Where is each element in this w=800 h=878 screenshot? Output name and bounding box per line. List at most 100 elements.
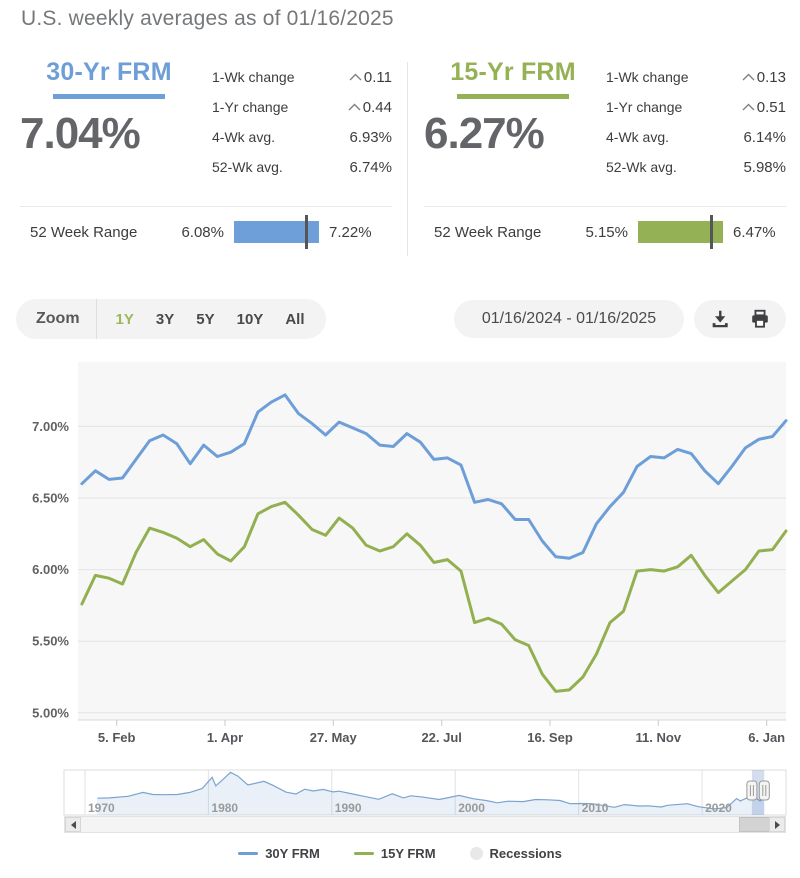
stat-value: 0.11 (349, 69, 392, 86)
range-current-marker (305, 215, 309, 249)
stat-label: 1-Wk change (212, 69, 295, 85)
blue-line-swatch (238, 851, 259, 856)
right-range-handle (758, 780, 770, 801)
stat-row: 1-Yr change 0.51 (606, 92, 786, 122)
range-button-all[interactable]: All (274, 305, 315, 334)
left-arrow-icon (70, 820, 76, 829)
decade-label: 1970 (88, 801, 115, 815)
stat-row: 4-Wk avg. 6.93% (212, 122, 392, 152)
x-axis-label: 5. Feb (98, 730, 136, 745)
print-icon[interactable] (749, 308, 771, 330)
card-divider (20, 206, 392, 207)
range-button-1y[interactable]: 1Y (105, 305, 145, 334)
y-axis-label: 5.50% (32, 634, 69, 649)
stat-value: 6.93% (349, 128, 392, 146)
cards-divider (407, 62, 408, 256)
up-caret-icon (349, 73, 362, 81)
history-area (97, 772, 765, 815)
up-caret-icon (348, 103, 361, 111)
y-axis-label: 5.00% (32, 705, 69, 720)
stat-row: 4-Wk avg. 6.14% (606, 122, 786, 152)
rate-value-15yr: 6.27% (424, 109, 545, 158)
series-line-15y-frm (80, 500, 788, 693)
series-line-30y-frm (80, 393, 788, 560)
card-divider (424, 206, 786, 207)
right-arrow-icon (774, 820, 780, 829)
stat-row: 1-Yr change 0.44 (212, 92, 392, 122)
range-button-3y[interactable]: 3Y (145, 305, 185, 334)
download-icon[interactable] (709, 308, 731, 330)
green-line-swatch (353, 851, 374, 856)
legend-item-15y[interactable]: 15Y FRM (353, 846, 436, 861)
scroll-left-button[interactable] (65, 817, 81, 832)
stat-value: 0.44 (348, 99, 392, 116)
main-rate-chart[interactable]: 5.00% 5.50% 6.00% 6.50% 7.00% 5. Feb 1. Apr 27.… (0, 352, 800, 752)
stats-15yr: 1-Wk change 0.13 1-Yr change 0.51 4-Wk a… (606, 58, 786, 182)
stat-label: 52-Wk avg. (606, 159, 677, 175)
range-button-5y[interactable]: 5Y (185, 305, 225, 334)
legend-item-30y[interactable]: 30Y FRM (238, 846, 320, 861)
decade-label: 2020 (705, 801, 732, 815)
navigator-frame (63, 769, 787, 816)
decade-label: 2000 (458, 801, 485, 815)
left-range-handle (746, 780, 758, 801)
stats-30yr: 1-Wk change 0.11 1-Yr change 0.44 4-Wk a… (212, 58, 392, 182)
zoom-separator (95, 299, 97, 339)
x-axis-label: 11. Nov (636, 730, 682, 745)
stat-value: 5.98% (743, 158, 786, 176)
week-range-30yr: 52 Week Range 6.08% 7.22% (20, 215, 392, 249)
card-title-15yr: 15-Yr FRM (450, 58, 576, 86)
legend-item-recessions[interactable]: Recessions (469, 846, 562, 861)
week-range-15yr: 52 Week Range 5.15% 6.47% (424, 215, 786, 249)
x-axis-label: 16. Sep (527, 730, 573, 745)
navigator-scrollbar[interactable] (64, 816, 786, 833)
decade-label: 1980 (211, 801, 238, 815)
stat-label: 1-Wk change (606, 69, 689, 85)
plot-area (78, 362, 786, 720)
stat-label: 4-Wk avg. (212, 129, 276, 145)
stat-label: 52-Wk avg. (212, 159, 283, 175)
y-axis-label: 6.00% (32, 562, 69, 577)
range-min: 5.15% (585, 223, 628, 241)
zoom-label: Zoom (36, 310, 80, 327)
decade-label: 2010 (582, 801, 609, 815)
stat-label: 1-Yr change (606, 99, 683, 115)
rate-value-30yr: 7.04% (20, 109, 141, 158)
up-caret-icon (742, 103, 755, 111)
range-current-marker (710, 215, 714, 249)
up-caret-icon (742, 73, 755, 81)
range-min: 6.08% (181, 223, 224, 241)
scroll-right-button[interactable] (769, 817, 785, 832)
x-axis-label: 1. Apr (207, 730, 243, 745)
x-axis-label: 22. Jul (421, 730, 461, 745)
stat-value: 6.14% (743, 128, 786, 146)
card-title-30yr: 30-Yr FRM (46, 58, 172, 86)
history-navigator[interactable]: 1970 1980 1990 2000 2010 2020 (0, 768, 800, 818)
range-label: 52 Week Range (434, 223, 542, 241)
range-max: 6.47% (733, 223, 776, 241)
chart-legend: 30Y FRM 15Y FRM Recessions (0, 846, 800, 861)
range-bar (638, 215, 723, 249)
stat-label: 1-Yr change (212, 99, 289, 115)
stat-row: 52-Wk avg. 6.74% (212, 152, 392, 182)
card-underline (457, 94, 569, 99)
stat-value: 0.13 (742, 69, 786, 86)
range-button-10y[interactable]: 10Y (226, 305, 275, 334)
zoom-control: Zoom 1Y 3Y 5Y 10Y All (16, 299, 326, 339)
page-title: U.S. weekly averages as of 01/16/2025 (21, 7, 394, 30)
x-axis-label: 27. May (310, 730, 358, 745)
y-axis-label: 6.50% (32, 491, 69, 506)
stat-label: 4-Wk avg. (606, 129, 670, 145)
stat-row: 52-Wk avg. 5.98% (606, 152, 786, 182)
range-bar (234, 215, 319, 249)
history-line (97, 771, 765, 810)
stat-value: 6.74% (349, 158, 392, 176)
range-max: 7.22% (329, 223, 372, 241)
stat-value: 0.51 (742, 99, 786, 116)
recession-circle-swatch (469, 847, 483, 860)
date-range-display[interactable]: 01/16/2024 - 01/16/2025 (454, 300, 684, 338)
chart-actions (694, 300, 786, 338)
x-axis-label: 6. Jan (748, 730, 785, 745)
y-axis-label: 7.00% (32, 419, 69, 434)
